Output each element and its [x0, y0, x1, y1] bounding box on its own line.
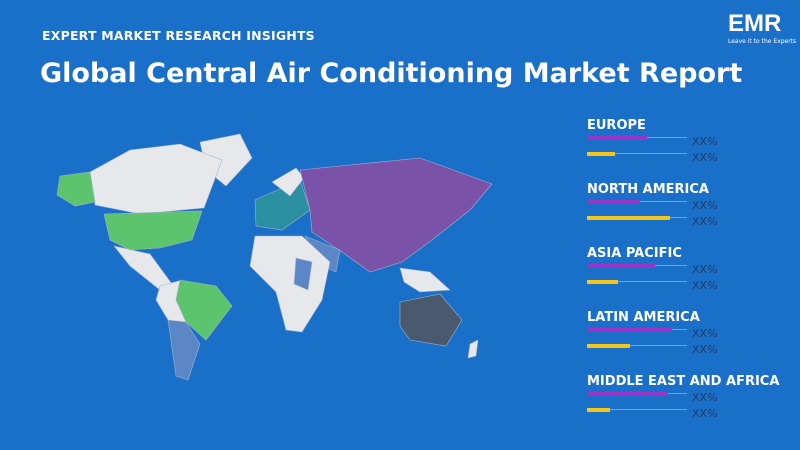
share-label: XX% — [692, 391, 718, 404]
region: EUROPE XX% XX% — [587, 116, 797, 180]
region-name: ASIA PACIFIC — [587, 246, 682, 261]
region-name: NORTH AMERICA — [587, 182, 709, 197]
region: MIDDLE EAST AND AFRICA XX% XX% — [587, 372, 797, 436]
region-name: MIDDLE EAST AND AFRICA — [587, 374, 780, 389]
canada — [89, 143, 223, 215]
share-label: XX% — [692, 135, 718, 148]
region: NORTH AMERICA XX% XX% — [587, 180, 797, 244]
bar — [587, 392, 668, 396]
region: ASIA PACIFIC XX% XX% — [587, 244, 797, 308]
russia-asia — [299, 157, 493, 273]
kicker: EXPERT MARKET RESEARCH INSIGHTS — [42, 28, 315, 43]
region-legend: EUROPE XX% XX% NORTH AMERICA XX% XX% ASIA PACI… — [587, 116, 797, 436]
bar-track — [587, 281, 687, 282]
region: LATIN AMERICA XX% XX% — [587, 308, 797, 372]
share-label: XX% — [692, 263, 718, 276]
bar-track — [587, 345, 687, 346]
logo: EMR Leave it to the Experts — [716, 10, 796, 50]
central-america — [113, 245, 173, 291]
bar — [587, 328, 672, 332]
share-label: XX% — [692, 407, 718, 420]
logo-tagline: Leave it to the Experts — [728, 38, 797, 45]
australia — [399, 293, 463, 347]
share-label: XX% — [692, 151, 718, 164]
region-name: EUROPE — [587, 118, 646, 133]
region-name: LATIN AMERICA — [587, 310, 700, 325]
bar-track — [587, 153, 687, 154]
share-label: XX% — [692, 279, 718, 292]
new-zealand — [467, 339, 479, 359]
bar — [587, 136, 647, 140]
bar — [587, 344, 630, 348]
share-label: XX% — [692, 343, 718, 356]
bar — [587, 216, 670, 220]
bar — [587, 280, 618, 284]
brazil — [175, 279, 233, 341]
bar — [587, 408, 610, 412]
share-label: XX% — [692, 327, 718, 340]
bar-track — [587, 409, 687, 410]
share-label: XX% — [692, 215, 718, 228]
bar — [587, 264, 655, 268]
bar — [587, 200, 640, 204]
title: Global Central Air Conditioning Market R… — [40, 58, 743, 89]
logo-mark: EMR — [728, 10, 782, 37]
usa — [103, 210, 203, 251]
africa-east — [293, 257, 313, 291]
argentina — [167, 319, 201, 381]
southeast-asia — [399, 267, 451, 293]
africa — [249, 235, 331, 333]
bar — [587, 152, 615, 156]
alaska — [56, 171, 96, 207]
share-label: XX% — [692, 199, 718, 212]
